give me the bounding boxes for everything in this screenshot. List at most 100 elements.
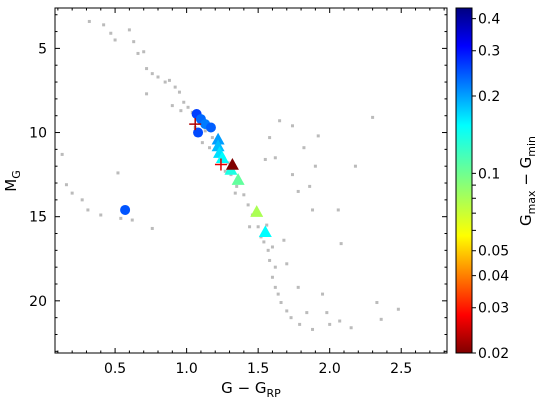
- background-point: [203, 129, 207, 133]
- colorbar-tick-label: 0.04: [478, 269, 509, 285]
- highlight-triangle-point: [231, 173, 245, 185]
- background-point: [127, 28, 131, 32]
- background-point: [208, 146, 212, 150]
- background-point: [311, 327, 315, 331]
- plot-frame: [54, 7, 448, 354]
- x-tick-label: 2.5: [390, 361, 412, 377]
- background-point: [276, 292, 280, 296]
- colorbar-ticks: 0.02 0.03 0.04 0.05 0.1 0.2 0.3 0.4: [472, 12, 509, 362]
- background-point: [186, 105, 190, 109]
- background-point: [60, 152, 64, 156]
- background-point: [279, 301, 283, 305]
- background-point: [86, 208, 90, 212]
- background-point: [163, 80, 167, 84]
- y-tick-label: 10: [29, 126, 47, 142]
- background-point: [313, 164, 317, 168]
- colorbar-tick-label: 0.03: [478, 301, 509, 317]
- background-point: [270, 245, 274, 249]
- background-point: [132, 40, 136, 44]
- background-point: [265, 223, 269, 227]
- background-point: [150, 72, 154, 76]
- y-tick-label: 5: [38, 41, 47, 57]
- background-point: [173, 85, 177, 89]
- background-point: [285, 309, 289, 313]
- background-point: [396, 307, 400, 311]
- background-point: [109, 31, 113, 35]
- highlight-triangle-point: [250, 205, 264, 217]
- background-point: [145, 92, 149, 96]
- background-point: [233, 191, 237, 195]
- background-point: [102, 23, 106, 27]
- background-point: [308, 184, 312, 188]
- colorbar-tick-label: 0.02: [478, 346, 509, 362]
- x-tick-label: 1.0: [175, 361, 197, 377]
- background-point: [268, 258, 272, 262]
- colorbar-tick-label: 0.1: [478, 166, 500, 182]
- background-point: [325, 311, 329, 315]
- background-point: [170, 104, 174, 108]
- colorbar-tick-label: 0.4: [478, 12, 500, 28]
- background-point: [246, 203, 250, 207]
- background-point: [200, 141, 204, 145]
- background-point: [248, 225, 252, 229]
- background-point: [302, 146, 306, 150]
- y-tick-label: 20: [29, 294, 47, 310]
- background-point: [338, 319, 342, 323]
- background-point: [305, 311, 309, 315]
- x-axis-label: G − GRP: [221, 379, 281, 400]
- background-point: [328, 322, 332, 326]
- highlight-triangle-point: [211, 132, 225, 145]
- highlight-triangle-point: [211, 139, 225, 152]
- background-point: [80, 198, 84, 202]
- x-tick-label: 2.0: [319, 361, 341, 377]
- background-point: [223, 169, 227, 173]
- background-point: [296, 285, 300, 289]
- background-point: [145, 67, 149, 71]
- background-point: [268, 136, 272, 140]
- background-point: [130, 218, 134, 222]
- background-point: [136, 51, 140, 55]
- colorbar: [455, 7, 473, 354]
- background-point: [285, 262, 289, 266]
- background-point: [371, 115, 375, 119]
- colorbar-label: Gmax − Gmin: [517, 136, 538, 226]
- colorbar-tick-label: 0.05: [478, 244, 509, 260]
- background-point: [263, 157, 267, 161]
- background-point: [262, 240, 266, 244]
- background-point: [99, 213, 103, 217]
- background-point: [298, 322, 302, 326]
- background-point: [349, 326, 353, 330]
- background-point: [179, 109, 183, 113]
- background-point: [273, 156, 277, 160]
- background-point: [70, 191, 74, 195]
- background-point: [375, 301, 379, 305]
- x-tick-label: 0.5: [104, 361, 126, 377]
- background-point: [210, 136, 214, 140]
- highlight-plus-point: [189, 118, 202, 131]
- background-point: [235, 184, 239, 188]
- y-axis-label: MG: [2, 170, 23, 191]
- background-point: [156, 75, 160, 79]
- background-points: [60, 19, 400, 331]
- highlight-circle-point: [205, 122, 216, 133]
- background-point: [150, 226, 154, 230]
- y-axis: 5 10 15 20: [29, 14, 447, 352]
- background-point: [290, 124, 294, 128]
- background-point: [256, 225, 260, 229]
- background-point: [336, 208, 340, 212]
- highlight-triangle-point: [225, 158, 239, 170]
- background-point: [182, 100, 186, 104]
- background-point: [270, 275, 274, 279]
- colorbar-tick-label: 0.3: [478, 44, 500, 60]
- background-point: [289, 316, 293, 320]
- background-point: [242, 193, 246, 197]
- colorbar-tick-label: 0.2: [478, 89, 500, 105]
- background-point: [339, 242, 343, 246]
- background-point: [282, 238, 286, 242]
- highlighted-points: [120, 109, 272, 238]
- background-point: [273, 285, 277, 289]
- background-point: [266, 248, 270, 252]
- background-point: [87, 19, 91, 23]
- background-point: [177, 90, 181, 94]
